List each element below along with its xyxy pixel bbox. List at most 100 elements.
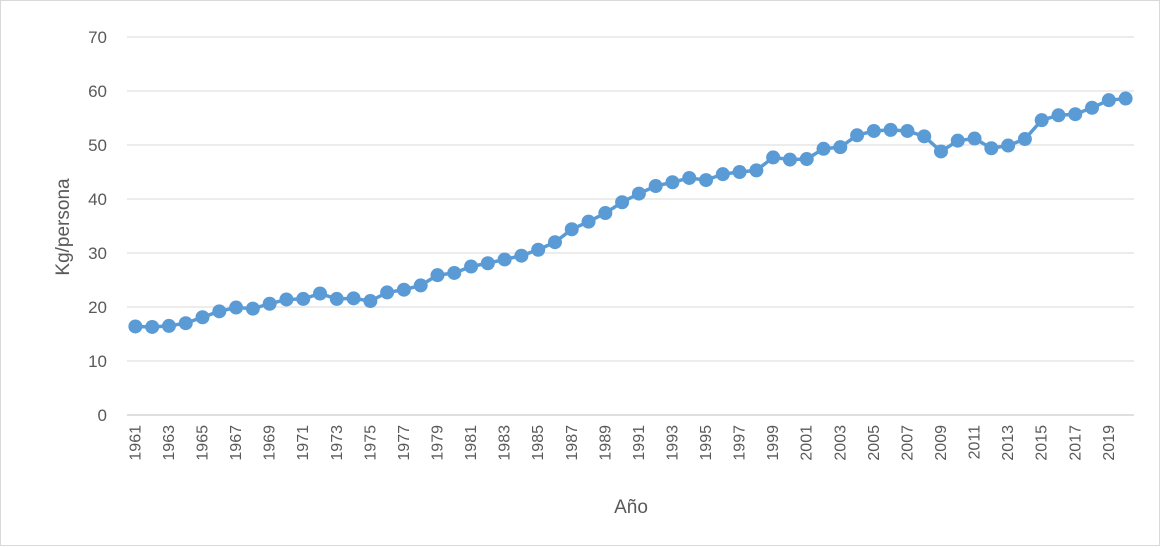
x-tick-label: 2011 xyxy=(967,425,984,460)
x-tick-label: 1983 xyxy=(497,425,514,461)
data-point xyxy=(514,248,529,263)
data-point xyxy=(245,301,260,316)
data-point xyxy=(279,292,294,307)
data-point xyxy=(833,140,848,155)
data-point xyxy=(1118,91,1133,106)
x-tick-label: 1995 xyxy=(698,425,715,461)
x-tick-label: 1963 xyxy=(161,425,178,461)
data-point xyxy=(631,186,646,201)
data-point xyxy=(1068,107,1083,122)
x-tick-label: 1987 xyxy=(564,425,581,461)
data-point xyxy=(497,252,512,267)
x-tick-label: 1991 xyxy=(631,425,648,461)
data-point xyxy=(145,319,160,334)
data-point xyxy=(531,242,546,257)
x-axis-ticks: 1961 1963 1965 1967 1969 1971 1973 1975 1977 1979… xyxy=(127,425,1117,461)
data-point xyxy=(648,179,663,194)
data-point xyxy=(799,152,814,167)
x-tick-label: 1961 xyxy=(127,425,144,461)
data-point xyxy=(732,165,747,179)
x-tick-label: 1981 xyxy=(463,425,480,461)
data-point xyxy=(396,282,411,297)
x-tick-label: 1975 xyxy=(362,425,379,461)
data-point xyxy=(749,163,764,178)
data-point xyxy=(380,285,395,300)
data-point xyxy=(883,122,898,137)
data-point xyxy=(665,175,680,190)
y-tick-label: 20 xyxy=(88,298,107,317)
x-tick-label: 2013 xyxy=(1000,425,1017,461)
data-point xyxy=(950,133,965,148)
data-point xyxy=(464,259,479,274)
x-tick-label: 2001 xyxy=(799,425,816,461)
x-tick-label: 2015 xyxy=(1034,425,1051,461)
x-tick-label: 1969 xyxy=(262,425,279,461)
y-tick-label: 60 xyxy=(88,82,107,101)
data-point xyxy=(850,128,865,143)
x-tick-label: 2009 xyxy=(933,425,950,461)
x-tick-label: 1997 xyxy=(732,425,749,461)
x-tick-label: 1971 xyxy=(295,425,312,461)
y-tick-label: 50 xyxy=(88,136,107,155)
data-point xyxy=(229,300,244,315)
data-point xyxy=(866,123,881,138)
x-tick-label: 2005 xyxy=(866,425,883,461)
data-point xyxy=(212,304,227,319)
data-point xyxy=(984,141,999,156)
x-tick-label: 1979 xyxy=(429,425,446,461)
data-point xyxy=(313,286,328,301)
data-point xyxy=(346,291,361,306)
y-tick-label: 30 xyxy=(88,244,107,263)
series-layer xyxy=(128,91,1133,334)
y-tick-label: 10 xyxy=(88,352,107,371)
y-tick-label: 70 xyxy=(88,28,107,47)
data-point xyxy=(128,319,143,334)
data-point xyxy=(296,291,311,306)
data-point xyxy=(598,206,613,221)
gridlines xyxy=(127,36,1134,416)
data-point xyxy=(766,150,781,165)
data-point xyxy=(1017,132,1032,147)
x-tick-label: 1973 xyxy=(329,425,346,461)
data-point xyxy=(178,316,193,331)
x-tick-label: 1989 xyxy=(597,425,614,461)
x-tick-label: 2017 xyxy=(1067,425,1084,461)
y-tick-label: 40 xyxy=(88,190,107,209)
y-tick-label: 0 xyxy=(98,406,107,425)
x-tick-label: 2003 xyxy=(832,425,849,461)
data-point xyxy=(161,318,176,333)
y-axis-ticks: 0 10 20 30 40 50 60 70 xyxy=(88,28,107,425)
data-point xyxy=(329,291,344,306)
data-point xyxy=(615,195,630,210)
data-point xyxy=(1085,100,1100,115)
data-point xyxy=(682,170,697,185)
x-tick-label: 2019 xyxy=(1101,425,1118,461)
data-point xyxy=(581,214,596,229)
data-point xyxy=(564,222,579,237)
x-tick-label: 1993 xyxy=(664,425,681,461)
data-point xyxy=(547,235,562,250)
data-point xyxy=(430,268,445,283)
data-point xyxy=(480,256,495,271)
data-point xyxy=(782,152,797,167)
data-point xyxy=(933,144,948,159)
x-axis-title: Año xyxy=(614,497,648,518)
data-point xyxy=(447,265,462,280)
data-point xyxy=(195,310,210,325)
x-tick-label: 2007 xyxy=(899,425,916,461)
data-point xyxy=(699,173,714,188)
data-point xyxy=(816,141,831,156)
data-point xyxy=(363,294,378,309)
data-point xyxy=(967,131,982,146)
x-tick-label: 1985 xyxy=(530,425,547,461)
data-point xyxy=(1034,113,1049,128)
data-point xyxy=(917,129,932,144)
data-point xyxy=(413,278,428,293)
x-tick-label: 1965 xyxy=(195,425,212,461)
data-point xyxy=(262,296,277,311)
data-point xyxy=(900,123,915,138)
x-tick-label: 1967 xyxy=(228,425,245,461)
data-point xyxy=(1001,138,1016,153)
